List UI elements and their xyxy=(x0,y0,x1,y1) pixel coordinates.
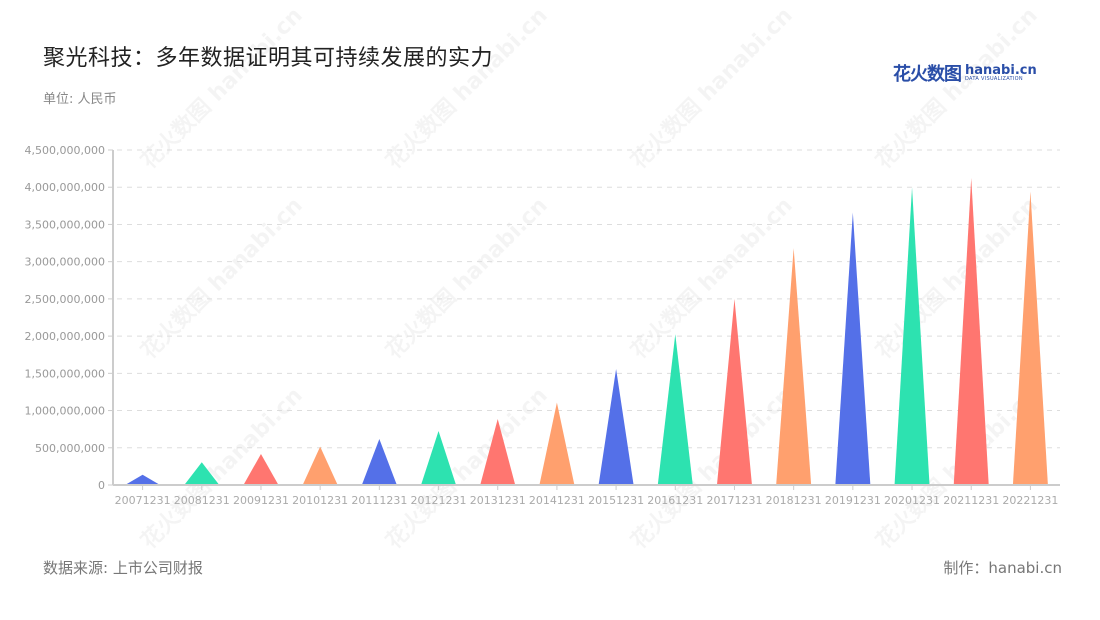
x-tick-label: 20101231 xyxy=(292,494,348,507)
watermark-text: 花火数图 hanabi.cn xyxy=(136,382,308,554)
bar-triangle[interactable] xyxy=(953,178,989,485)
logo-cn-text: 花火数图 xyxy=(893,64,962,85)
y-tick-label: 4,000,000,000 xyxy=(25,181,105,194)
grid-lines xyxy=(117,149,1060,449)
bar-triangle[interactable] xyxy=(657,334,693,485)
bar-triangle[interactable] xyxy=(243,453,279,485)
x-tick-label: 20191231 xyxy=(825,494,881,507)
x-axis: 20071231 20081231 20091231 20101231 20111231… xyxy=(113,484,1060,507)
watermark-text: 花火数图 hanabi.cn xyxy=(381,192,553,364)
watermark-text: 花火数图 hanabi.cn xyxy=(381,2,553,174)
bar-triangle[interactable] xyxy=(125,474,161,485)
watermark-text: 花火数图 hanabi.cn xyxy=(626,2,798,174)
x-tick-label: 20141231 xyxy=(529,494,585,507)
watermark-text: 花火数图 hanabi.cn xyxy=(871,192,1043,364)
bar-triangle[interactable] xyxy=(539,402,575,485)
x-tick-label: 20211231 xyxy=(943,494,999,507)
x-tick-label: 20181231 xyxy=(766,494,822,507)
x-tick-label: 20071231 xyxy=(115,494,171,507)
x-tick-label: 20091231 xyxy=(233,494,289,507)
logo-en-block: hanabi.cn DATA VISUALIZATION xyxy=(965,64,1037,82)
watermark-text: 花火数图 hanabi.cn xyxy=(626,382,798,554)
x-tick-label: 20161231 xyxy=(647,494,703,507)
chart-title: 聚光科技：多年数据证明其可持续发展的实力 xyxy=(43,46,494,71)
bar-triangle[interactable] xyxy=(421,430,457,485)
bars xyxy=(125,178,1048,486)
x-tick-label: 20171231 xyxy=(706,494,762,507)
y-axis: 0 500,000,000 1,000,000,000 1,500,000,000 2,… xyxy=(25,144,114,492)
y-tick-label: 1,500,000,000 xyxy=(25,367,105,380)
watermark-text: 花火数图 hanabi.cn xyxy=(871,2,1043,174)
bar-triangle[interactable] xyxy=(361,438,397,485)
bar-triangle[interactable] xyxy=(776,248,812,485)
y-tick-label: 3,500,000,000 xyxy=(25,218,105,231)
x-tick-label: 20081231 xyxy=(174,494,230,507)
y-tick-label: 2,500,000,000 xyxy=(25,293,105,306)
logo-en-text: hanabi.cn xyxy=(965,63,1037,78)
x-tick-label: 20201231 xyxy=(884,494,940,507)
y-tick-label: 4,500,000,000 xyxy=(25,144,105,157)
watermark-text: 花火数图 hanabi.cn xyxy=(381,382,553,554)
bar-triangle[interactable] xyxy=(480,418,516,485)
credit: 制作：hanabi.cn xyxy=(943,559,1062,577)
watermark-text: 花火数图 hanabi.cn xyxy=(626,192,798,364)
unit-label: 单位: 人民币 xyxy=(43,92,117,107)
logo-tagline: DATA VISUALIZATION xyxy=(965,76,1023,82)
y-tick-label: 3,000,000,000 xyxy=(25,256,105,269)
y-tick-label: 1,000,000,000 xyxy=(25,405,105,418)
x-tick-label: 20121231 xyxy=(411,494,467,507)
y-tick-label: 2,000,000,000 xyxy=(25,330,105,343)
x-tick-label: 20221231 xyxy=(1002,494,1058,507)
bar-triangle[interactable] xyxy=(835,212,871,486)
brand-logo: 花火数图 hanabi.cn DATA VISUALIZATION xyxy=(893,60,1037,86)
bar-triangle[interactable] xyxy=(716,298,752,485)
watermark-text: 花火数图 hanabi.cn xyxy=(136,192,308,364)
y-tick-label: 0 xyxy=(98,479,105,492)
bar-triangle[interactable] xyxy=(184,462,220,485)
y-tick-label: 500,000,000 xyxy=(35,442,105,455)
bar-triangle[interactable] xyxy=(302,446,338,485)
watermark-text: 花火数图 hanabi.cn xyxy=(136,2,308,174)
data-source: 数据来源: 上市公司财报 xyxy=(43,559,203,577)
x-tick-label: 20151231 xyxy=(588,494,644,507)
x-tick-label: 20131231 xyxy=(470,494,526,507)
bar-triangle[interactable] xyxy=(1012,191,1048,486)
bar-triangle[interactable] xyxy=(894,187,930,485)
x-tick-label: 20111231 xyxy=(351,494,407,507)
bar-triangle[interactable] xyxy=(598,368,634,485)
